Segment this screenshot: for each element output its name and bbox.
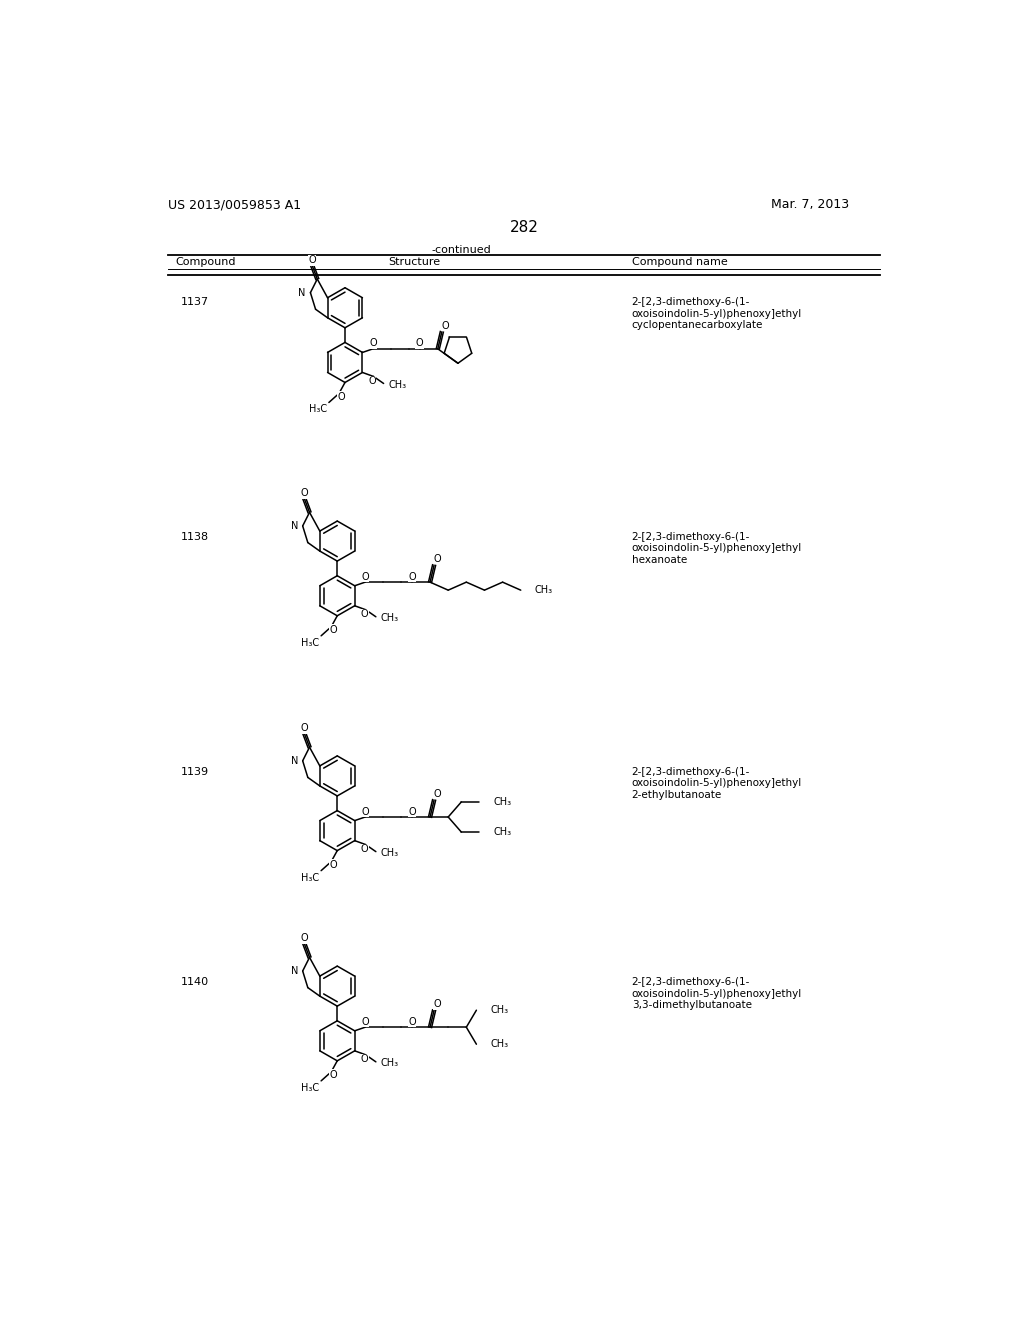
Text: 1138: 1138 <box>180 532 209 541</box>
Text: CH₃: CH₃ <box>388 380 407 389</box>
Text: 1139: 1139 <box>180 767 209 776</box>
Text: N: N <box>291 521 298 531</box>
Text: O: O <box>330 1071 337 1080</box>
Text: Compound: Compound <box>175 257 236 268</box>
Text: O: O <box>338 392 345 401</box>
Text: O: O <box>409 807 416 817</box>
Text: N: N <box>298 288 306 297</box>
Text: US 2013/0059853 A1: US 2013/0059853 A1 <box>168 198 301 211</box>
Text: O: O <box>301 488 308 499</box>
Text: O: O <box>433 554 441 564</box>
Text: O: O <box>441 321 449 330</box>
Text: O: O <box>369 376 376 385</box>
Text: CH₃: CH₃ <box>490 1039 509 1049</box>
Text: CH₃: CH₃ <box>494 797 512 807</box>
Text: O: O <box>361 1016 369 1027</box>
Text: CH₃: CH₃ <box>381 614 398 623</box>
Text: Mar. 7, 2013: Mar. 7, 2013 <box>771 198 849 211</box>
Text: CH₃: CH₃ <box>494 828 512 837</box>
Text: CH₃: CH₃ <box>490 1006 509 1015</box>
Text: CH₃: CH₃ <box>381 1059 398 1068</box>
Text: O: O <box>330 624 337 635</box>
Text: 1137: 1137 <box>180 297 209 308</box>
Text: 282: 282 <box>510 220 540 235</box>
Text: H₃C: H₃C <box>301 873 319 883</box>
Text: O: O <box>301 723 308 733</box>
Text: 2-[2,3-dimethoxy-6-(1-
oxoisoindolin-5-yl)phenoxy]ethyl
3,3-dimethylbutanoate: 2-[2,3-dimethoxy-6-(1- oxoisoindolin-5-y… <box>632 977 802 1010</box>
Text: O: O <box>301 933 308 944</box>
Text: O: O <box>330 859 337 870</box>
Text: N: N <box>291 756 298 766</box>
Text: -continued: -continued <box>431 244 492 255</box>
Text: Compound name: Compound name <box>632 257 727 268</box>
Text: 2-[2,3-dimethoxy-6-(1-
oxoisoindolin-5-yl)phenoxy]ethyl
2-ethylbutanoate: 2-[2,3-dimethoxy-6-(1- oxoisoindolin-5-y… <box>632 767 802 800</box>
Text: H₃C: H₃C <box>309 404 328 414</box>
Text: O: O <box>416 338 424 348</box>
Text: O: O <box>308 255 316 265</box>
Text: O: O <box>409 1016 416 1027</box>
Text: O: O <box>360 610 368 619</box>
Text: O: O <box>361 807 369 817</box>
Text: O: O <box>369 338 377 348</box>
Text: O: O <box>361 572 369 582</box>
Text: 2-[2,3-dimethoxy-6-(1-
oxoisoindolin-5-yl)phenoxy]ethyl
cyclopentanecarboxylate: 2-[2,3-dimethoxy-6-(1- oxoisoindolin-5-y… <box>632 297 802 330</box>
Text: O: O <box>433 789 441 799</box>
Text: H₃C: H₃C <box>301 638 319 648</box>
Text: H₃C: H₃C <box>301 1082 319 1093</box>
Text: O: O <box>360 1055 368 1064</box>
Text: CH₃: CH₃ <box>381 849 398 858</box>
Text: CH₃: CH₃ <box>535 585 553 595</box>
Text: Structure: Structure <box>389 257 440 268</box>
Text: N: N <box>291 966 298 975</box>
Text: 1140: 1140 <box>180 977 209 987</box>
Text: 2-[2,3-dimethoxy-6-(1-
oxoisoindolin-5-yl)phenoxy]ethyl
hexanoate: 2-[2,3-dimethoxy-6-(1- oxoisoindolin-5-y… <box>632 532 802 565</box>
Text: O: O <box>409 572 416 582</box>
Text: O: O <box>433 999 441 1008</box>
Text: O: O <box>360 845 368 854</box>
